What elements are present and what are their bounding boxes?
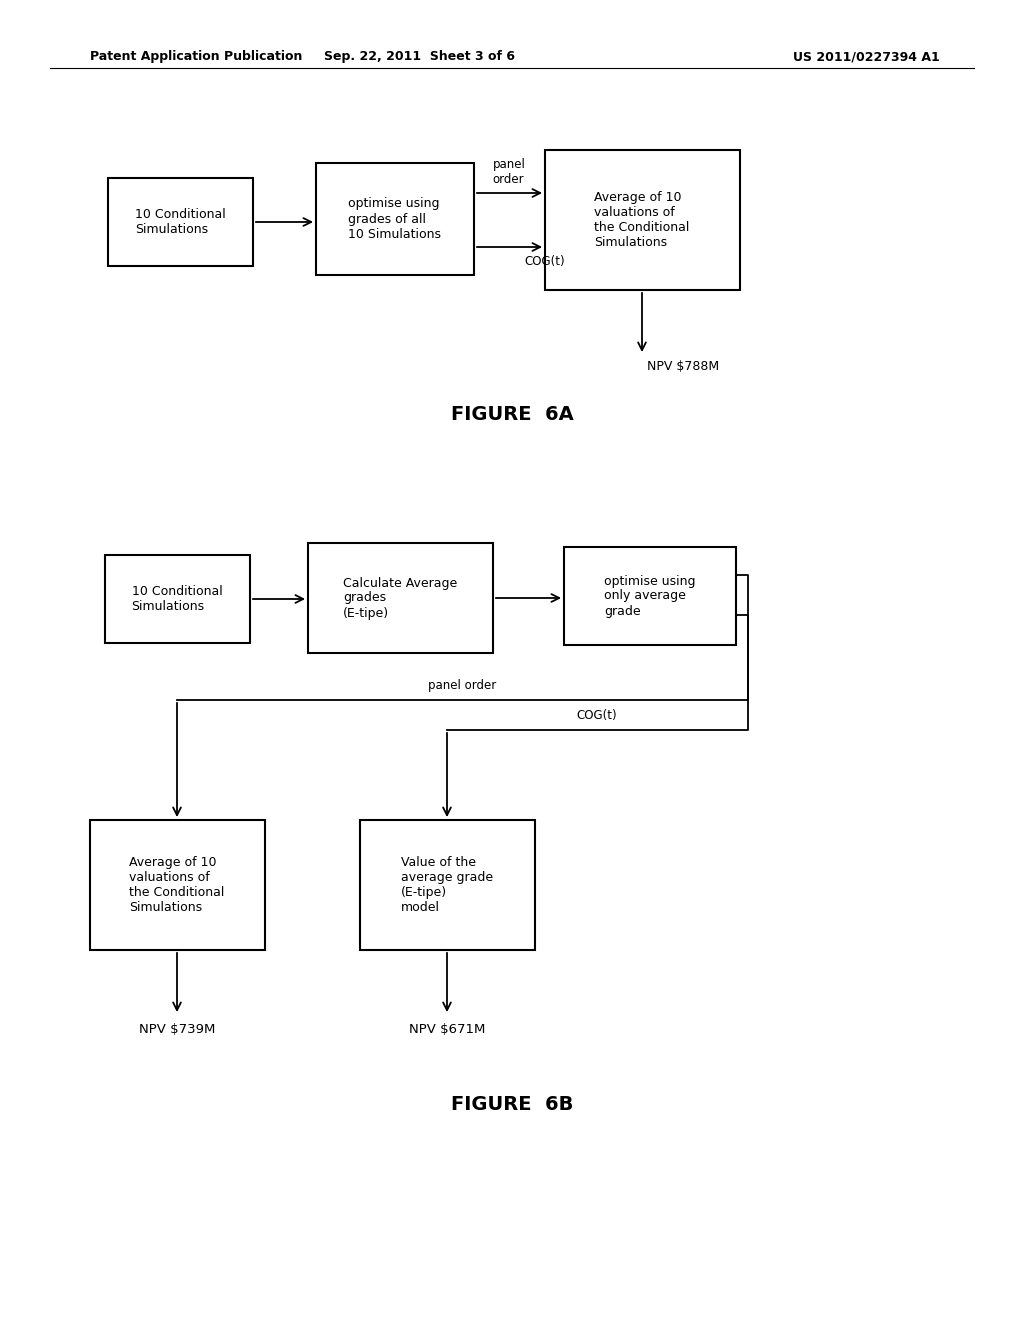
Text: NPV $788M: NPV $788M <box>647 360 719 374</box>
Text: panel order: panel order <box>428 678 496 692</box>
Bar <box>90 820 265 950</box>
Text: panel
order: panel order <box>493 158 525 186</box>
Bar <box>108 178 253 267</box>
Bar <box>564 546 736 645</box>
Text: NPV $739M: NPV $739M <box>139 1023 215 1036</box>
Text: COG(t): COG(t) <box>524 255 564 268</box>
Text: NPV $671M: NPV $671M <box>409 1023 485 1036</box>
Text: FIGURE  6A: FIGURE 6A <box>451 405 573 424</box>
Bar <box>105 554 250 643</box>
Text: Calculate Average
grades
(E-tipe): Calculate Average grades (E-tipe) <box>343 577 457 619</box>
Bar <box>316 162 474 275</box>
Text: 10 Conditional
Simulations: 10 Conditional Simulations <box>132 585 222 612</box>
Bar <box>545 150 740 290</box>
Text: COG(t): COG(t) <box>577 709 617 722</box>
Text: Sep. 22, 2011  Sheet 3 of 6: Sep. 22, 2011 Sheet 3 of 6 <box>325 50 515 63</box>
Text: optimise using
grades of all
10 Simulations: optimise using grades of all 10 Simulati… <box>348 198 441 240</box>
Text: Average of 10
valuations of
the Conditional
Simulations: Average of 10 valuations of the Conditio… <box>594 191 690 249</box>
Text: Patent Application Publication: Patent Application Publication <box>90 50 302 63</box>
Bar <box>308 543 493 653</box>
Text: Value of the
average grade
(E-tipe)
model: Value of the average grade (E-tipe) mode… <box>401 855 494 913</box>
Text: Average of 10
valuations of
the Conditional
Simulations: Average of 10 valuations of the Conditio… <box>129 855 224 913</box>
Text: FIGURE  6B: FIGURE 6B <box>451 1096 573 1114</box>
Bar <box>360 820 535 950</box>
Text: optimise using
only average
grade: optimise using only average grade <box>604 574 695 618</box>
Text: US 2011/0227394 A1: US 2011/0227394 A1 <box>794 50 940 63</box>
Text: 10 Conditional
Simulations: 10 Conditional Simulations <box>134 209 225 236</box>
